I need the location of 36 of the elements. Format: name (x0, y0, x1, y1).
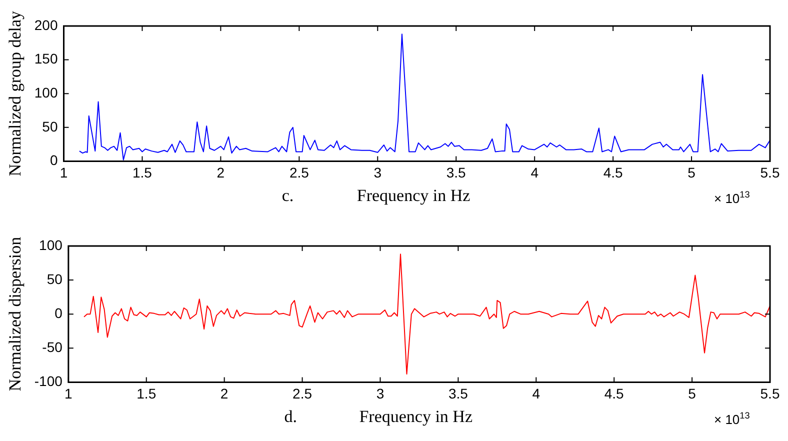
x-tick-label: 5 (688, 385, 696, 402)
y-axis-title: Normalized dispersion (6, 236, 25, 392)
y-tick-label: 200 (34, 16, 58, 33)
x-tick-label: 1 (60, 164, 68, 180)
x-tick-label: 4.5 (604, 385, 624, 402)
y-tick-label: 0 (54, 304, 63, 321)
x-tick-label: 1.5 (132, 164, 152, 180)
x-tick-label: 3.5 (446, 164, 466, 180)
y-tick-label: 50 (46, 270, 63, 287)
x-tick-label: 3.5 (448, 385, 468, 402)
x-tick-label: 4 (530, 164, 539, 180)
x-tick-label: 2 (220, 385, 228, 402)
y-tick-label: 100 (34, 84, 58, 100)
x-tick-label: 4.5 (603, 164, 623, 180)
x-tick-label: 5.5 (760, 385, 780, 402)
y-tick-label: -100 (34, 373, 63, 390)
x-tick-label: 3 (374, 164, 382, 180)
y-tick-label: 0 (50, 152, 58, 168)
y-axis-title: Normalized group delay (6, 10, 25, 176)
x-tick-label: 2.5 (292, 385, 312, 402)
x-tick-label: 2 (216, 164, 225, 180)
x-tick-label: 4 (532, 385, 540, 402)
text: d. (284, 407, 297, 426)
y-tick-label: 100 (39, 236, 63, 253)
x-axis-title: Frequency in Hz (359, 407, 473, 426)
x-tick-label: 1.5 (136, 385, 156, 402)
x-tick-label: 1 (64, 385, 73, 402)
x-tick-label: 2.5 (289, 164, 310, 180)
text: c. (282, 186, 294, 206)
x-axis-title: Frequency in Hz (356, 186, 471, 206)
y-tick-label: 150 (34, 50, 58, 67)
x-tick-label: 5 (688, 164, 696, 180)
x-tick-label: 5.5 (760, 164, 780, 180)
y-tick-label: 50 (42, 118, 58, 134)
y-tick-label: -50 (42, 339, 63, 356)
x-tick-label: 3 (376, 385, 384, 402)
